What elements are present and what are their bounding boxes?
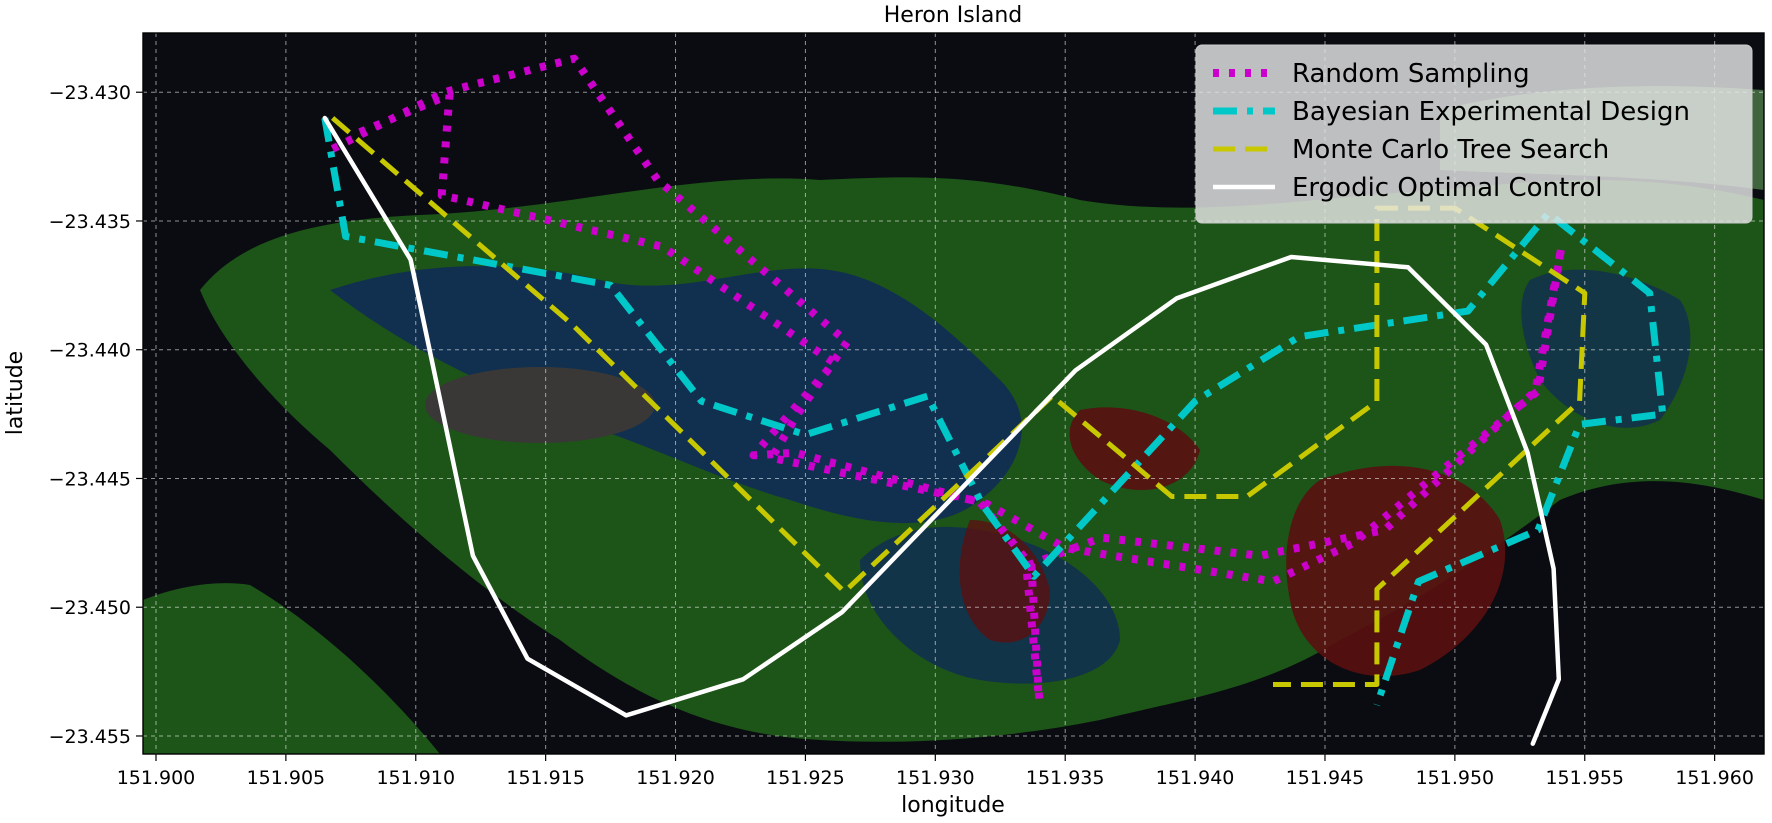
lower-reef <box>143 583 440 754</box>
legend-label: Bayesian Experimental Design <box>1292 97 1690 127</box>
x-tick-label: 151.920 <box>636 767 715 789</box>
legend: Random Sampling Bayesian Experimental Des… <box>1195 44 1753 224</box>
x-tick-label: 151.910 <box>376 767 455 789</box>
x-tick-label: 151.945 <box>1286 767 1365 789</box>
legend-label: Ergodic Optimal Control <box>1292 173 1602 203</box>
axes-frame <box>142 32 1765 755</box>
y-tick-label: −23.435 <box>49 211 131 233</box>
y-tick-label: −23.430 <box>49 82 131 104</box>
x-tick-label: 151.930 <box>896 767 975 789</box>
x-tick-label: 151.915 <box>506 767 585 789</box>
chart-title: Heron Island <box>884 3 1023 28</box>
legend-label: Monte Carlo Tree Search <box>1292 135 1609 165</box>
red-patch <box>1069 407 1200 490</box>
x-tick-label: 151.955 <box>1545 767 1624 789</box>
series-line-bayesian-experimental-design <box>321 117 1667 707</box>
island <box>425 367 655 443</box>
series-layer <box>321 54 1667 746</box>
x-tick-label: 151.950 <box>1416 767 1495 789</box>
x-axis-ticks: 151.900 151.905 151.910 151.915 151.920 151.9… <box>117 754 1754 789</box>
y-tick-label: −23.450 <box>49 597 131 619</box>
x-axis-label: longitude <box>901 793 1005 818</box>
x-tick-label: 151.905 <box>247 767 326 789</box>
x-tick-label: 151.935 <box>1026 767 1105 789</box>
y-tick-label: −23.445 <box>49 468 131 490</box>
red-patch-3 <box>959 520 1050 643</box>
y-tick-label: −23.455 <box>49 726 131 748</box>
x-tick-label: 151.900 <box>117 767 196 789</box>
y-tick-label: −23.440 <box>49 340 131 362</box>
x-tick-label: 151.925 <box>766 767 845 789</box>
series-line-random-sampling <box>330 54 1566 704</box>
series-line-monte-carlo-tree-search <box>330 116 1588 687</box>
x-tick-label: 151.940 <box>1156 767 1235 789</box>
x-tick-label: 151.960 <box>1675 767 1754 789</box>
legend-box <box>1195 44 1753 224</box>
series-line-ergodic-optimal-control <box>322 115 1562 746</box>
legend-label: Random Sampling <box>1292 59 1530 89</box>
y-axis-label: latitude <box>3 351 28 435</box>
y-axis-ticks: −23.455 −23.450 −23.445 −23.440 −23.435 −23.4… <box>49 82 143 748</box>
